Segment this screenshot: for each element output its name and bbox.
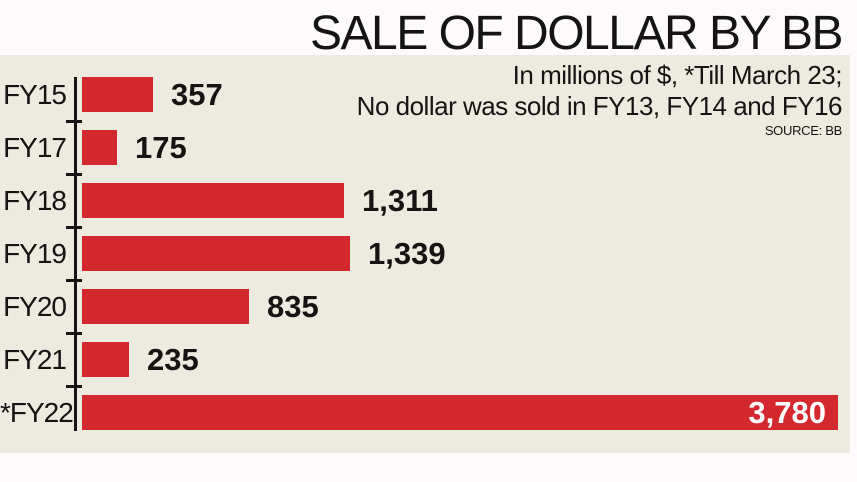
value-label: 835 <box>267 289 319 324</box>
chart-panel: FY15 357 FY17 175 FY18 1,311 FY19 1,339 FY20 835 F… <box>0 55 850 453</box>
chart-subtitle-line2: No dollar was sold in FY13, FY14 and FY1… <box>356 91 843 121</box>
axis-tick <box>66 278 82 282</box>
bar: 3,780 <box>82 395 838 430</box>
category-label: FY17 <box>3 132 67 163</box>
value-label: 3,780 <box>748 395 826 430</box>
bar-row: FY18 1,311 <box>0 183 850 218</box>
bar <box>82 130 117 165</box>
bar-row: FY20 835 <box>0 289 850 324</box>
chart-header: SALE OF DOLLAR BY BB In millions of $, *… <box>309 7 844 139</box>
axis-tick <box>66 225 82 229</box>
bar-row: FY19 1,339 <box>0 236 850 271</box>
bar-row: FY15 357 <box>0 77 850 112</box>
category-label: *FY22 <box>0 397 74 428</box>
axis-tick <box>66 119 82 123</box>
bar <box>82 289 249 324</box>
category-label: FY15 <box>3 79 67 110</box>
bar <box>82 342 129 377</box>
bar <box>82 183 344 218</box>
bar-row: FY17 175 <box>0 130 850 165</box>
value-label: 1,311 <box>362 183 438 218</box>
bar-row: *FY22 3,780 <box>0 395 850 430</box>
category-label: FY21 <box>3 344 67 375</box>
value-label: 357 <box>171 77 223 112</box>
value-label: 235 <box>147 342 199 377</box>
bar <box>82 236 350 271</box>
bar-row: FY21 235 <box>0 342 850 377</box>
value-label: 1,339 <box>368 236 446 271</box>
axis-tick <box>66 172 82 176</box>
chart-title: SALE OF DOLLAR BY BB <box>309 7 844 60</box>
source-credit: SOURCE: BB <box>764 123 842 138</box>
bar <box>82 77 153 112</box>
category-label: FY18 <box>3 185 67 216</box>
y-axis-line <box>74 77 77 431</box>
axis-tick <box>66 384 82 388</box>
chart-subtitle-line1: In millions of $, *Till March 23; <box>512 60 843 90</box>
value-label: 175 <box>135 130 187 165</box>
category-label: FY20 <box>3 291 67 322</box>
category-label: FY19 <box>3 238 67 269</box>
axis-tick <box>66 331 82 335</box>
